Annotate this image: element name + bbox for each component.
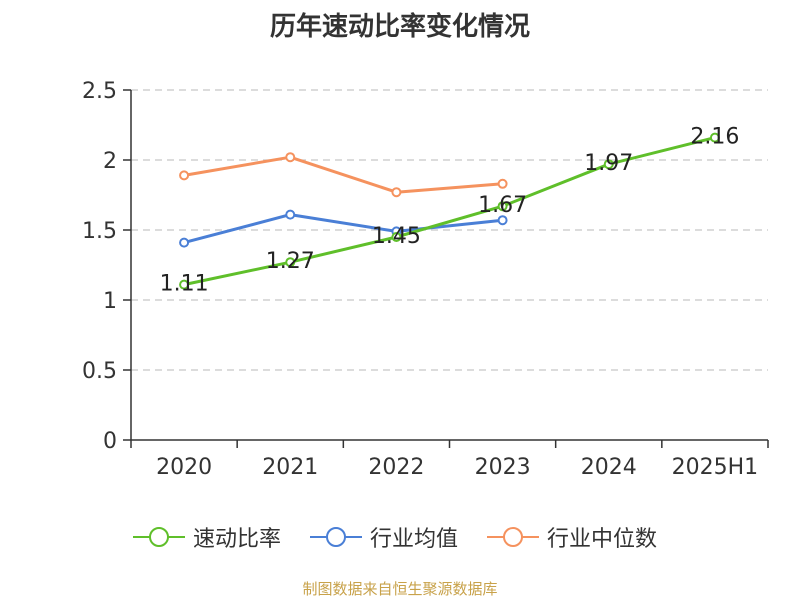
x-tick-label: 2021 xyxy=(262,455,318,480)
x-tick-label: 2025H1 xyxy=(672,455,759,480)
y-tick-label: 0.5 xyxy=(82,359,117,384)
source-note: 制图数据来自恒生聚源数据库 xyxy=(302,580,498,598)
data-point xyxy=(179,170,190,181)
x-tick-label: 2023 xyxy=(475,455,531,480)
data-label: 1.11 xyxy=(160,272,209,297)
data-point xyxy=(603,159,614,170)
legend-item-0[interactable]: 速动比率 xyxy=(133,520,281,554)
data-point xyxy=(179,279,190,290)
y-tick-label: 1 xyxy=(103,289,117,314)
data-point xyxy=(497,215,508,226)
legend-label-2: 行业中位数 xyxy=(547,527,658,552)
y-tick-label: 2.5 xyxy=(82,79,117,104)
x-tick-label: 2022 xyxy=(368,455,424,480)
x-tick-label: 2024 xyxy=(581,455,637,480)
data-point xyxy=(709,132,720,143)
data-point xyxy=(285,209,296,220)
data-label: 1.45 xyxy=(372,224,421,249)
data-label: 2.16 xyxy=(690,125,739,150)
axes: 0 0.5 1 1.5 2 2.5 2020 2021 2022 2023 2024 2025H1 xyxy=(82,79,769,480)
y-tick-label: 0 xyxy=(103,429,117,454)
legend-marker-0 xyxy=(133,527,185,547)
x-tick-label: 2020 xyxy=(156,455,212,480)
data-point xyxy=(391,232,402,242)
legend-marker-1 xyxy=(310,527,362,547)
data-point xyxy=(285,152,296,163)
legend-item-2[interactable]: 行业中位数 xyxy=(487,520,657,554)
y-tick-label: 2 xyxy=(103,149,117,174)
y-tick-label: 1.5 xyxy=(82,219,117,244)
legend-marker-2 xyxy=(487,527,539,547)
chart-title: 历年速动比率变化情况 xyxy=(269,12,530,42)
data-label: 1.67 xyxy=(478,193,527,218)
data-label: 1.97 xyxy=(584,151,633,176)
series-line-1 xyxy=(183,213,503,245)
legend: 速动比率 行业均值 行业中位数 xyxy=(0,520,800,554)
series-line-0 xyxy=(183,136,716,287)
data-point xyxy=(179,237,190,248)
data-point xyxy=(285,257,296,268)
data-point xyxy=(391,187,402,198)
series-line-2 xyxy=(183,155,503,194)
legend-label-0: 速动比率 xyxy=(193,527,282,552)
legend-item-1[interactable]: 行业均值 xyxy=(310,520,458,554)
data-point xyxy=(497,201,508,212)
data-label: 1.27 xyxy=(266,249,315,274)
grid-lines xyxy=(131,89,768,371)
data-point xyxy=(497,178,508,189)
data-labels: 1.11 1.27 1.45 1.67 1.97 2.16 xyxy=(160,125,740,297)
legend-label-1: 行业均值 xyxy=(370,527,459,552)
series-group xyxy=(179,132,720,290)
